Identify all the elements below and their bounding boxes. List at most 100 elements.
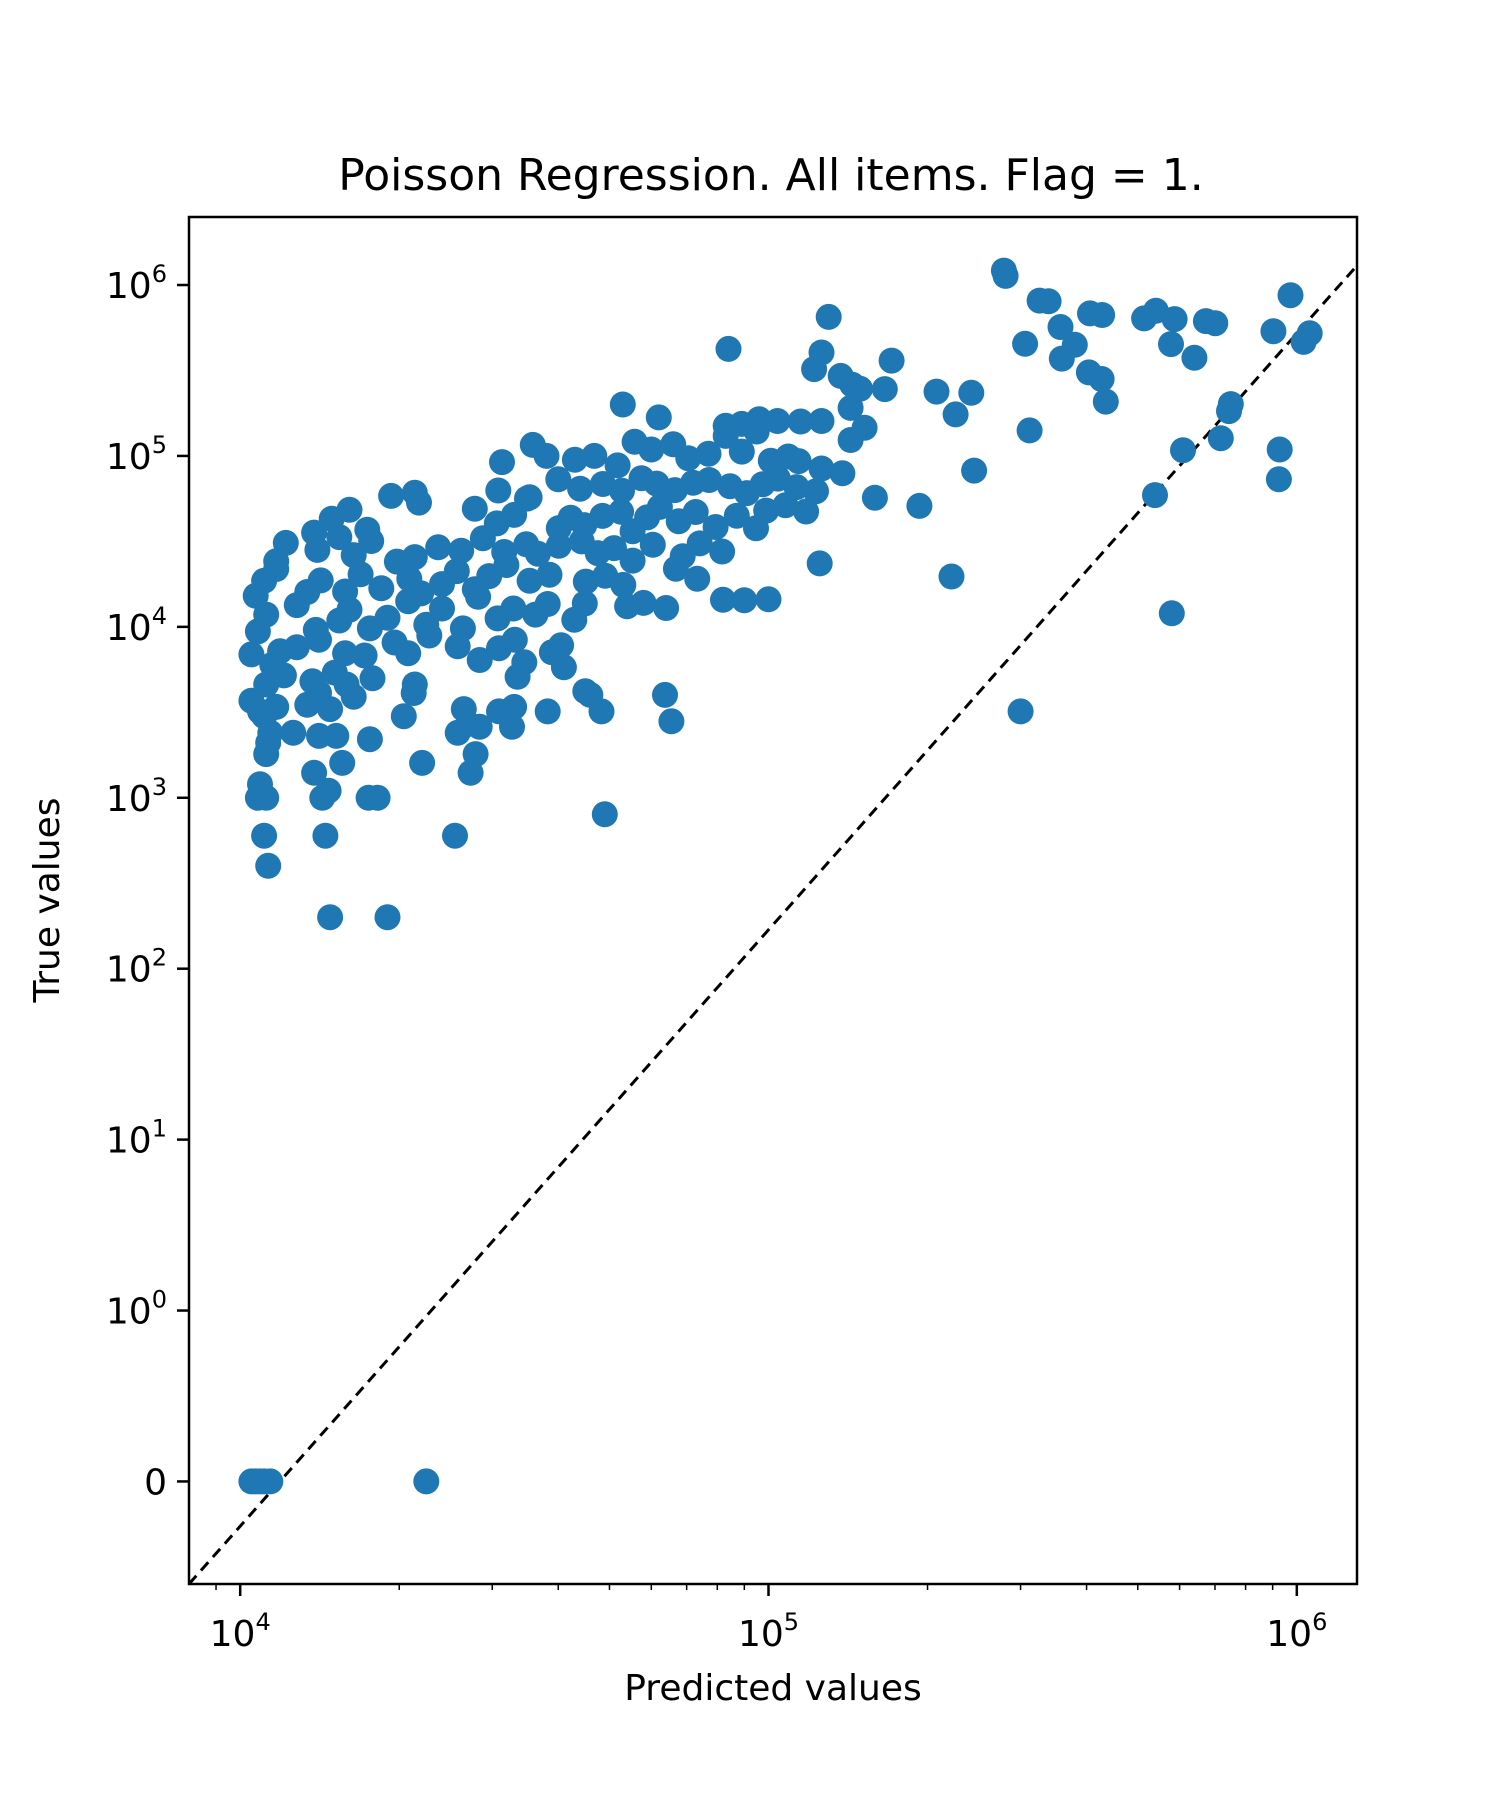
data-point [601,535,627,562]
data-point [1088,366,1115,392]
data-point [332,578,359,605]
data-point [443,558,470,585]
data-point [533,442,560,469]
data-point [462,741,489,768]
data-point [803,478,829,505]
data-point [317,696,344,723]
data-point [646,493,673,520]
data-point [461,495,488,522]
data-point [961,457,988,484]
data-point [652,681,678,708]
data-point [709,538,736,565]
data-point [829,460,856,487]
data-point [485,477,512,504]
tick-label: 100 [106,1286,167,1333]
data-point [534,591,561,617]
data-point [702,514,729,540]
y-axis-label: True values [27,798,68,1004]
data-point [257,1468,284,1495]
data-point [577,681,604,708]
data-point [514,485,540,512]
data-point [1016,417,1043,444]
data-point [501,626,528,653]
data-point [1007,698,1034,725]
data-point [561,446,588,473]
data-point [645,404,672,431]
plot-frame [187,215,1359,1586]
data-point [1142,482,1168,509]
data-point [466,713,493,740]
tick-label: 105 [106,431,167,478]
data-point [1170,437,1196,464]
data-point [501,693,528,720]
data-point [548,632,575,659]
data-point [395,640,422,667]
data-point [571,590,598,617]
y-axis: 0 100 101 102 103 104 105 106 [106,260,189,1503]
data-point [1047,314,1074,340]
data-point [639,531,666,558]
data-point [609,391,636,418]
data-point [524,540,551,567]
data-point [608,498,635,525]
data-point [1089,302,1116,328]
data-point [329,749,356,776]
tick-label: 104 [106,602,167,649]
tick-label: 102 [106,944,167,991]
data-point [990,257,1017,284]
data-point [675,445,702,472]
data-point [283,634,310,661]
data-point [500,595,527,622]
data-point [374,904,401,931]
data-point [686,530,713,557]
data-point [723,502,750,529]
data-point [958,379,985,406]
data-point [1202,310,1229,337]
tick-label: 103 [106,773,167,820]
data-point [861,484,888,511]
data-point [1266,436,1293,463]
data-point [793,498,820,525]
data-point [401,544,428,571]
data-point [536,561,563,588]
data-point [638,436,665,463]
data-point [315,777,342,804]
tick-label: 105 [738,1608,799,1655]
data-point [406,489,432,516]
data-point [359,665,386,692]
x-axis-label: Predicted values [624,1668,922,1709]
data-point [787,408,814,435]
data-point [728,438,755,465]
data-point [449,615,476,642]
data-point [499,713,525,740]
data-point [572,568,599,595]
data-point [942,401,969,428]
data-point [684,565,711,592]
data-point [1207,425,1234,452]
data-point [806,550,833,577]
data-point [871,376,898,403]
data-point [604,452,631,479]
data-point [351,642,378,669]
data-point [808,408,835,434]
data-point [847,375,873,402]
data-point [516,567,543,594]
data-point [408,580,435,607]
data-point [695,440,722,467]
chart-title: Poisson Regression. All items. Flag = 1. [338,150,1203,201]
data-point [312,822,339,849]
plot-area [189,217,1357,1584]
data-point [534,698,561,725]
data-point [567,475,594,502]
data-point [251,822,278,849]
x-axis: 104 105 106 [210,1584,1327,1655]
data-point [340,542,367,569]
data-point [815,303,842,330]
data-point [1092,388,1119,415]
data-point [1296,320,1323,347]
tick-label: 106 [106,260,167,307]
data-point [710,586,736,613]
data-point [413,1468,440,1495]
data-point [1158,331,1184,358]
